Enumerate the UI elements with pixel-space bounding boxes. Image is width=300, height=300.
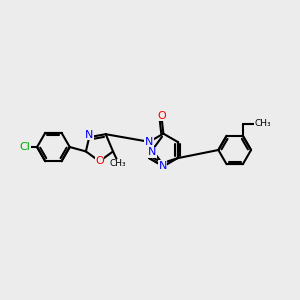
Text: CH₃: CH₃ bbox=[255, 119, 272, 128]
Text: N: N bbox=[148, 147, 156, 158]
Text: O: O bbox=[95, 156, 104, 166]
Text: N: N bbox=[85, 130, 93, 140]
Text: O: O bbox=[158, 111, 166, 121]
Text: N: N bbox=[145, 137, 153, 147]
Text: CH₃: CH₃ bbox=[109, 159, 126, 168]
Text: N: N bbox=[158, 160, 167, 171]
Text: Cl: Cl bbox=[19, 142, 30, 152]
